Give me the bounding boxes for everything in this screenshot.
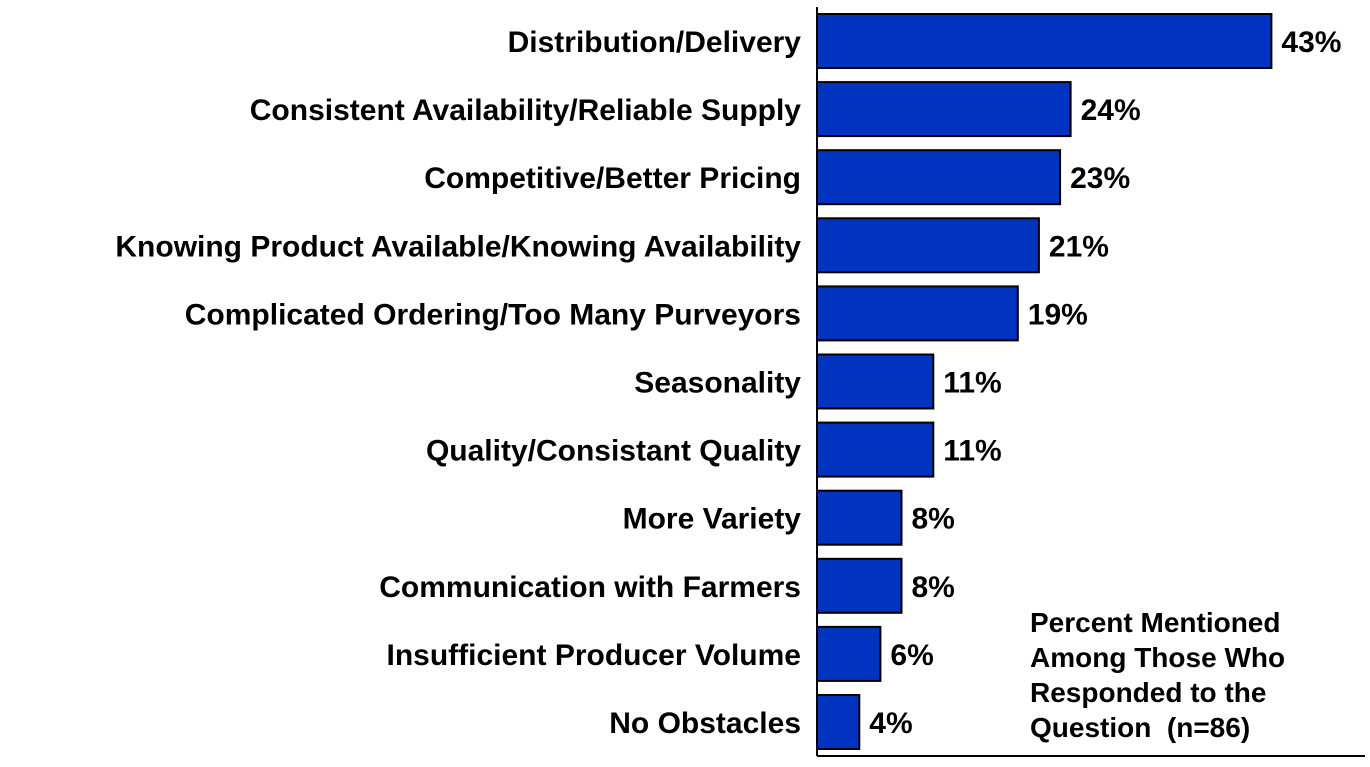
data-label: 11% (943, 367, 1001, 400)
bar (816, 217, 1040, 274)
category-label: Competitive/Better Pricing (424, 162, 801, 195)
bar (816, 285, 1019, 342)
category-label: Quality/Consistant Quality (426, 435, 801, 468)
category-label: Complicated Ordering/Too Many Purveyors (185, 298, 801, 331)
annotation-line: Among Those Who (1030, 642, 1286, 673)
data-label: 23% (1070, 162, 1130, 195)
bar (816, 625, 882, 682)
data-label: 11% (943, 435, 1001, 468)
category-label: Distribution/Delivery (508, 26, 802, 59)
annotation-line: Question (n=86) (1030, 712, 1251, 743)
data-label: 21% (1049, 230, 1109, 263)
annotation-line: Percent Mentioned (1030, 607, 1281, 638)
bar (816, 557, 903, 614)
bar (816, 421, 935, 478)
data-label: 8% (912, 571, 955, 604)
data-label: 19% (1028, 298, 1088, 331)
bars-layer: Distribution/Delivery 43% Consistent Avail… (115, 13, 1341, 750)
bar (816, 489, 903, 546)
category-label: Communication with Farmers (379, 571, 801, 604)
annotation-line: Responded to the (1030, 677, 1267, 708)
category-label: Consistent Availability/Reliable Supply (250, 94, 802, 127)
data-label: 8% (912, 503, 955, 536)
category-label: Knowing Product Available/Knowing Availa… (115, 230, 801, 263)
category-label: Seasonality (634, 367, 801, 400)
chart-annotation: Percent Mentioned Among Those Who Respon… (1030, 605, 1360, 745)
data-label: 24% (1081, 94, 1141, 127)
data-label: 6% (890, 639, 933, 672)
category-label: More Variety (623, 503, 802, 536)
bar (816, 13, 1273, 69)
bar (816, 81, 1072, 138)
category-label: No Obstacles (609, 707, 801, 740)
category-label: Insufficient Producer Volume (386, 639, 801, 672)
data-label: 4% (869, 707, 912, 740)
bar (816, 353, 935, 410)
data-label: 43% (1281, 26, 1341, 59)
bar (816, 149, 1062, 206)
bar (816, 694, 861, 750)
